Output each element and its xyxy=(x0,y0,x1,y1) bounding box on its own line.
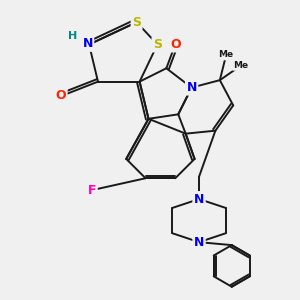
Text: O: O xyxy=(170,38,181,51)
Text: N: N xyxy=(194,193,204,206)
Text: Me: Me xyxy=(233,61,248,70)
Text: S: S xyxy=(132,16,141,29)
Text: S: S xyxy=(153,38,162,51)
Text: Me: Me xyxy=(218,50,233,59)
Text: N: N xyxy=(194,236,204,249)
Text: O: O xyxy=(56,88,66,101)
Text: H: H xyxy=(68,31,77,40)
Text: F: F xyxy=(88,184,96,196)
Text: N: N xyxy=(82,38,93,50)
Text: N: N xyxy=(186,81,197,94)
